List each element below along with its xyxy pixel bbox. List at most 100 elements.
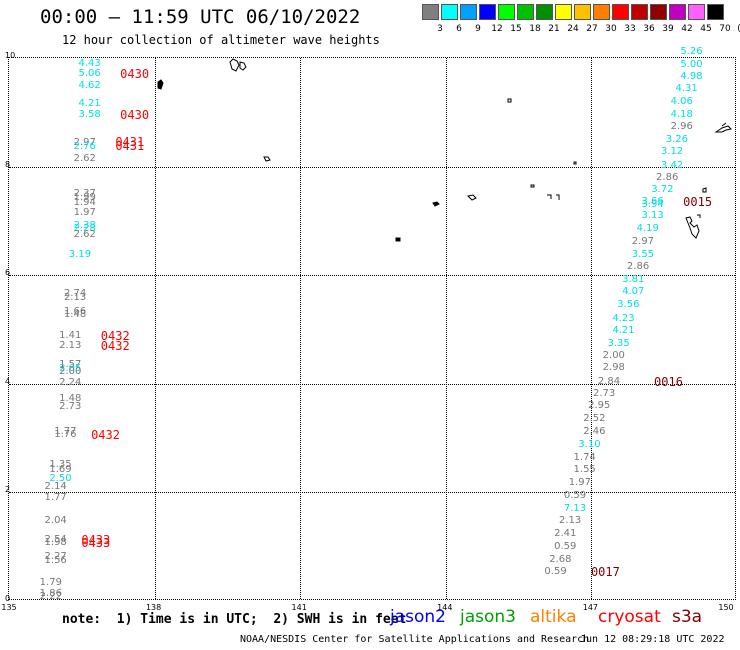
wave-height-value: 3.35 (607, 337, 630, 349)
color-scale-label: 30 (605, 24, 617, 34)
wave-height-value: 4.62 (78, 79, 101, 91)
wave-height-value: 2.27 (44, 550, 67, 562)
color-swatch (479, 4, 496, 20)
pass-time-label: 0432 (91, 428, 120, 443)
wave-height-value: 1.69 (49, 464, 72, 476)
x-axis-tick-label: 147 (582, 603, 599, 612)
wave-height-value: 4.98 (680, 71, 703, 83)
wave-height-value: 2.96 (670, 121, 693, 133)
wave-height-value: 2.13 (558, 515, 582, 527)
wave-height-value: 4.21 (612, 325, 635, 337)
y-axis-tick-label: 10 (5, 51, 16, 60)
wave-height-value: 1.56 (44, 554, 67, 566)
island-shape (395, 237, 401, 242)
island-shape (466, 194, 477, 201)
color-scale-label: 70 (719, 24, 731, 34)
island-shape (157, 79, 164, 90)
wave-height-value: 2.00 (59, 365, 82, 377)
wave-height-value: 1.79 (39, 576, 62, 588)
satellite-legend-item: jason2 (390, 607, 446, 627)
wave-height-value: 4.21 (78, 97, 101, 109)
wave-height-value: 1.99 (73, 192, 96, 204)
color-scale-label: 12 (491, 24, 503, 34)
wave-height-value: 2.84 (597, 375, 621, 387)
y-axis-tick-label: 0 (5, 594, 11, 603)
wave-height-value: 3.72 (651, 184, 674, 196)
island-shape (702, 187, 707, 193)
island-shape (229, 58, 247, 72)
pass-time-label: 0017 (590, 565, 620, 580)
x-axis-tick-label: 150 (718, 603, 734, 612)
wave-height-value: 1.41 (59, 329, 82, 341)
wave-height-value: 1.97 (73, 206, 96, 218)
wave-height-value: 2.28 (73, 222, 96, 234)
wave-height-value: 5.06 (78, 68, 101, 80)
latitude-gridline (9, 275, 735, 277)
color-scale-label: 36 (643, 24, 655, 34)
wave-height-value: 1.94 (73, 196, 96, 208)
y-axis-tick-label: 4 (5, 376, 11, 386)
island-shape (507, 98, 512, 103)
wave-height-value: 4.31 (675, 83, 698, 95)
wave-height-value: 4.43 (78, 57, 101, 69)
latitude-gridline (9, 383, 735, 385)
color-swatch (441, 4, 458, 20)
wave-height-value: 4.23 (612, 312, 635, 324)
wave-height-value: 2.97 (631, 236, 655, 248)
island-shape (685, 214, 701, 239)
wave-height-value: 3.66 (641, 195, 664, 207)
color-swatch (669, 4, 686, 20)
wave-height-value: 3.81 (622, 274, 645, 286)
wave-height-value: 3.12 (660, 146, 684, 158)
wave-height-value: 1.77 (54, 425, 77, 437)
wave-height-value: 2.62 (73, 229, 96, 241)
color-swatch (536, 4, 553, 20)
satellite-legend-item: s3a (672, 607, 703, 627)
map-plot-area[interactable] (8, 57, 736, 600)
wave-height-value: 2.13 (59, 340, 82, 352)
wave-height-value: 5.26 (680, 45, 703, 57)
wave-height-value: 1.35 (49, 459, 72, 471)
latitude-gridline (9, 492, 735, 494)
wave-height-value: 3.42 (660, 159, 684, 171)
wave-height-value: 1.86 (39, 588, 62, 600)
wave-height-value: 2.37 (73, 188, 96, 200)
wave-height-value: 3.55 (631, 248, 655, 260)
color-scale-label: 21 (548, 24, 560, 34)
wave-height-value: 3.58 (78, 109, 101, 121)
pass-time-label: 0433 (81, 535, 111, 550)
x-axis-tick-label: 141 (291, 603, 307, 612)
wave-height-value: 4.07 (622, 286, 645, 298)
wave-height-value: 1.98 (44, 536, 67, 548)
wave-height-value: 2.41 (554, 527, 577, 539)
color-scale-label: 27 (586, 24, 598, 34)
pass-time-label: 0015 (683, 194, 713, 209)
footnote: note: 1) Time is in UTC; 2) SWH is in fe… (62, 612, 407, 627)
wave-height-value: 1.97 (568, 476, 591, 488)
island-shape (432, 201, 440, 207)
wave-height-value: 2.04 (44, 515, 67, 527)
wave-height-value: 2.52 (583, 413, 606, 425)
pass-time-label: 0430 (120, 108, 150, 123)
wave-height-value: 1.74 (573, 451, 596, 463)
wave-height-value: 3.56 (617, 298, 640, 310)
color-scale-label: 45 (700, 24, 712, 34)
wave-height-value: 4.18 (670, 109, 693, 121)
color-swatch (631, 4, 648, 20)
color-scale-label: 3 (437, 24, 443, 34)
island-shape (263, 156, 271, 162)
island-shape (573, 161, 577, 165)
pass-time-label: 0430 (120, 67, 150, 82)
pass-time-label: 0431 (115, 139, 145, 154)
wave-height-value: 1.76 (54, 429, 77, 441)
color-swatch (460, 4, 477, 20)
wave-height-value: 2.00 (602, 349, 625, 361)
color-swatch (688, 4, 705, 20)
wave-height-value: 2.38 (73, 219, 96, 231)
wave-height-value: 2.95 (588, 400, 611, 412)
wave-height-value: 2.50 (49, 473, 72, 485)
island-shape (547, 194, 560, 200)
color-swatch (555, 4, 572, 20)
color-swatch (707, 4, 724, 20)
